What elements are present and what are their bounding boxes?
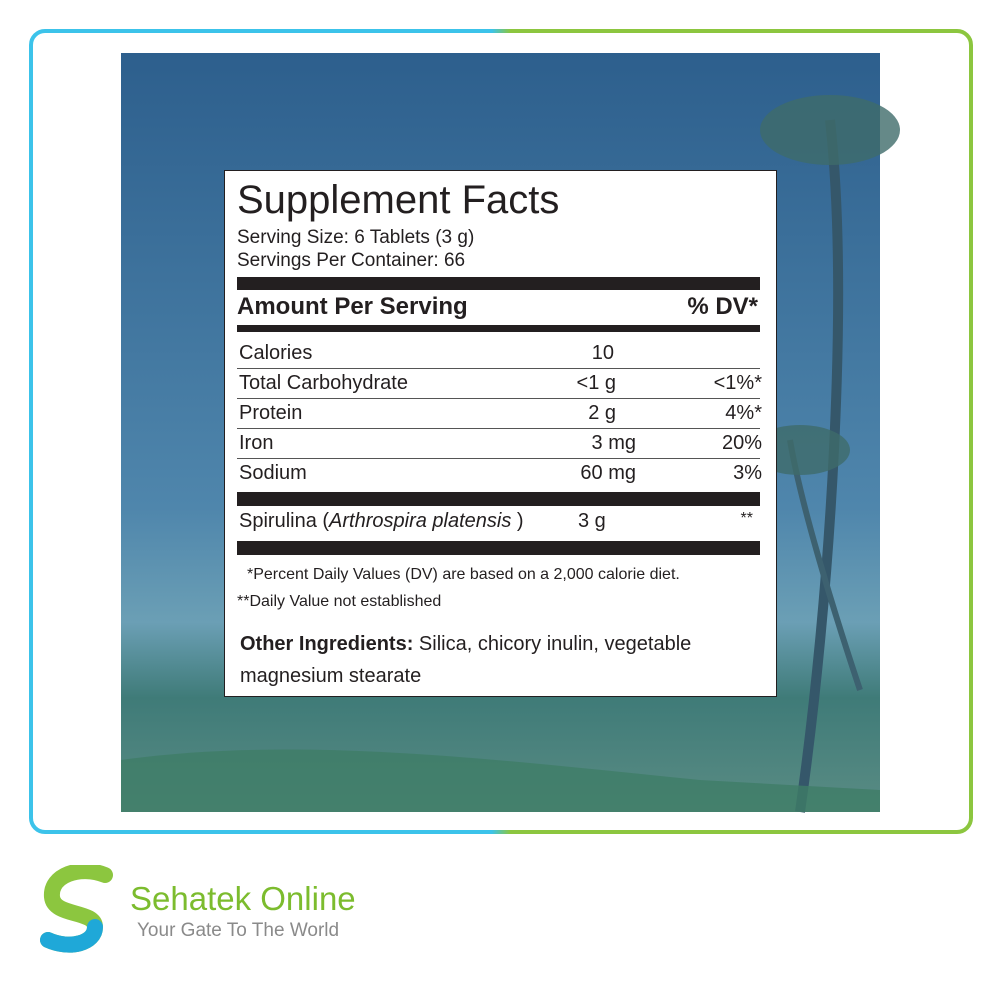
brand-logo	[40, 865, 113, 953]
nutrient-row: Iron 3 mg 20%	[224, 429, 777, 459]
ingredient-name-start: Spirulina (	[239, 510, 330, 532]
nutrient-name: Calories	[239, 342, 313, 364]
other-ingredients: Other Ingredients: Silica, chicory inuli…	[240, 633, 691, 656]
label-title: Supplement Facts	[237, 178, 560, 222]
footnote: *Percent Daily Values (DV) are based on …	[247, 566, 680, 583]
nutrient-amount: 3 mg	[591, 432, 636, 454]
nutrient-dv: 3%	[733, 462, 762, 484]
ingredient-name: Spirulina (Arthrospira platensis )	[239, 510, 524, 533]
other-ingredients-text: Silica, chicory inulin, vegetable	[413, 633, 692, 655]
nutrient-amount: 10	[591, 342, 614, 364]
frame-border	[29, 29, 973, 834]
nutrient-dv: <1%*	[713, 372, 762, 394]
rule	[237, 325, 760, 332]
brand-tagline: Your Gate To The World	[137, 920, 340, 941]
nutrient-amount: 2 g	[588, 402, 616, 424]
footnote: **Daily Value not established	[237, 593, 442, 610]
ingredient-dv: **	[740, 510, 753, 527]
other-ingredients-heading: Other Ingredients:	[240, 633, 414, 655]
nutrient-row: Total Carbohydrate <1 g <1%*	[224, 369, 777, 399]
other-ingredients-text: magnesium stearate	[240, 665, 422, 687]
nutrient-row: Sodium 60 mg 3%	[224, 459, 777, 489]
row-divider	[237, 428, 760, 429]
ingredient-name-end: )	[511, 510, 524, 532]
nutrient-name: Protein	[239, 402, 303, 424]
row-divider	[237, 398, 760, 399]
beach-grass	[121, 749, 880, 812]
palm-leaves	[760, 95, 900, 165]
supplement-label	[224, 170, 777, 697]
nutrient-dv: 20%	[721, 432, 762, 454]
nutrient-amount: 60 mg	[580, 462, 636, 484]
ingredient-latin: Arthrospira platensis	[329, 510, 512, 532]
nutrient-amount: <1 g	[576, 372, 616, 394]
row-divider	[237, 458, 760, 459]
logo-s-blue	[40, 919, 103, 953]
servings-per-container: Servings Per Container: 66	[237, 250, 466, 271]
rule	[237, 492, 760, 506]
nutrient-name: Total Carbohydrate	[239, 372, 408, 394]
nutrient-row: Protein 2 g 4%*	[224, 399, 777, 429]
ingredient-amount: 3 g	[578, 510, 606, 532]
nutrient-rows: Calories 10 Total Carbohydrate <1 g <1%* Pr…	[224, 339, 777, 489]
dv-header: % DV*	[687, 293, 758, 320]
amount-header: Amount Per Serving	[237, 293, 468, 320]
rule	[237, 277, 760, 290]
nutrient-row: Calories 10	[224, 339, 777, 369]
brand-name: Sehatek Online	[130, 880, 356, 917]
row-divider	[237, 368, 760, 369]
nutrient-dv: 4%*	[725, 402, 762, 424]
nutrient-name: Sodium	[239, 462, 307, 484]
nutrient-name: Iron	[239, 432, 274, 454]
serving-size: Serving Size: 6 Tablets (3 g)	[237, 227, 475, 248]
rule	[237, 541, 760, 555]
